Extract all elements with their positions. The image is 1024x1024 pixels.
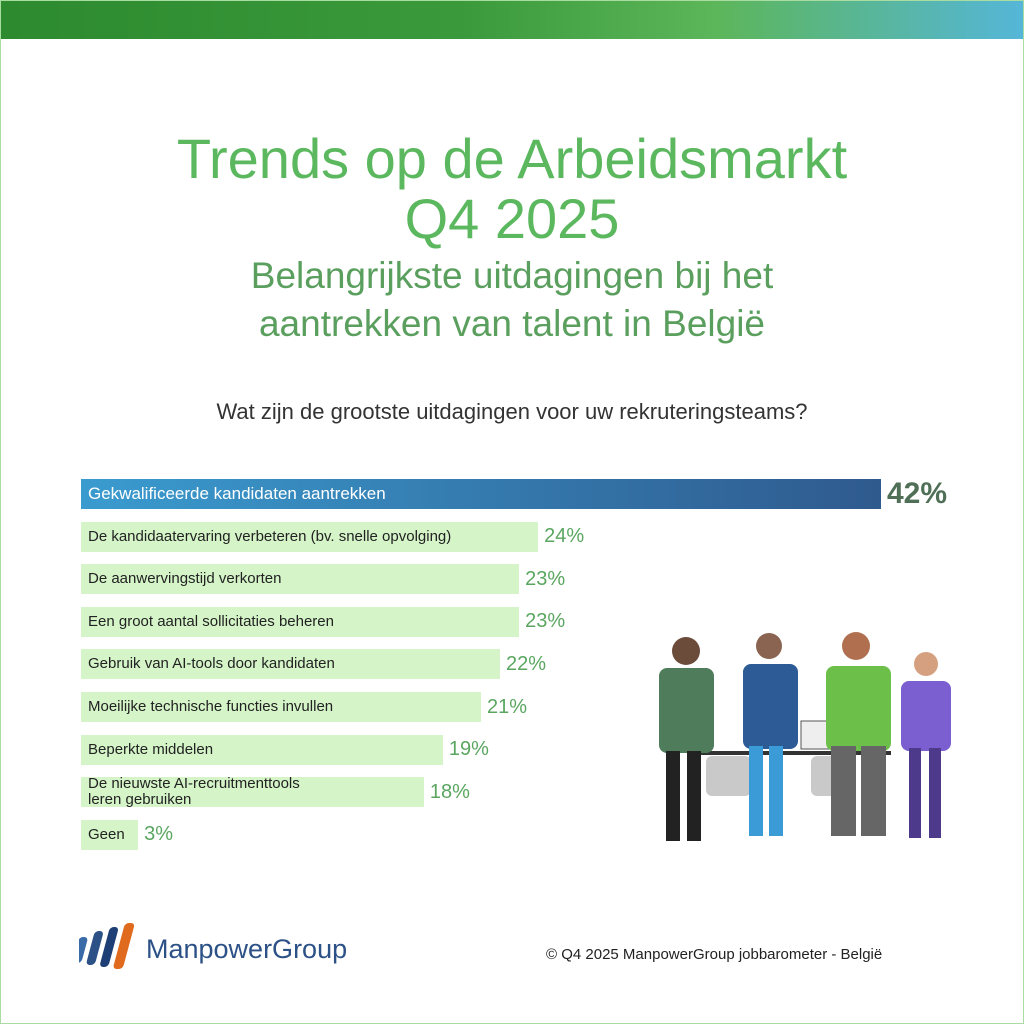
illustration [659, 632, 951, 841]
value-label: 23% [525, 610, 566, 633]
bar [81, 606, 520, 637]
title: Q4 2025 [404, 187, 620, 250]
question: Wat zijn de grootste uitdagingen voor uw… [216, 399, 808, 424]
bar-label: Een groot aantal sollicitaties beheren [88, 612, 334, 630]
subtitle: Belangrijkste uitdagingen bij het [250, 255, 774, 296]
bar-label: Gebruik van AI-tools door kandidaten [88, 655, 335, 673]
value-label: 23% [525, 567, 566, 590]
bar-label: De nieuwste AI-recruitmenttools leren ge… [88, 775, 300, 809]
bar-label: Beperkte middelen [88, 740, 214, 758]
value-label: 24% [544, 525, 585, 548]
bar-label: Geen [88, 825, 125, 843]
copyright: © Q4 2025 ManpowerGroup jobbarometer - B… [546, 946, 883, 963]
bar [81, 521, 539, 552]
bar [81, 564, 520, 595]
bar [81, 479, 881, 509]
logo-icon [79, 923, 135, 969]
value-label: 21% [487, 695, 528, 718]
bar [81, 734, 443, 765]
bar-label: Moeilijke technische functies invullen [88, 698, 334, 715]
bar-label: Gekwalificeerde kandidaten aantrekken [88, 484, 386, 503]
value-label: 3% [144, 823, 174, 846]
bar [81, 649, 501, 680]
subtitle: aantrekken van talent in België [258, 303, 765, 344]
bar-label: De aanwervingstijd verkorten [88, 570, 282, 588]
bar [81, 692, 481, 722]
header-strip [1, 1, 1023, 39]
value-label: 42% [887, 477, 948, 510]
bar-label: De kandidaatervaring verbeteren (bv. sne… [88, 527, 452, 545]
value-label: 18% [429, 780, 470, 803]
title: Trends op de Arbeidsmarkt [176, 127, 848, 190]
value-label: 22% [506, 652, 547, 675]
bar [81, 819, 139, 850]
logo: ManpowerGroup [146, 934, 348, 964]
value-label: 19% [448, 738, 489, 761]
bar [81, 777, 424, 808]
